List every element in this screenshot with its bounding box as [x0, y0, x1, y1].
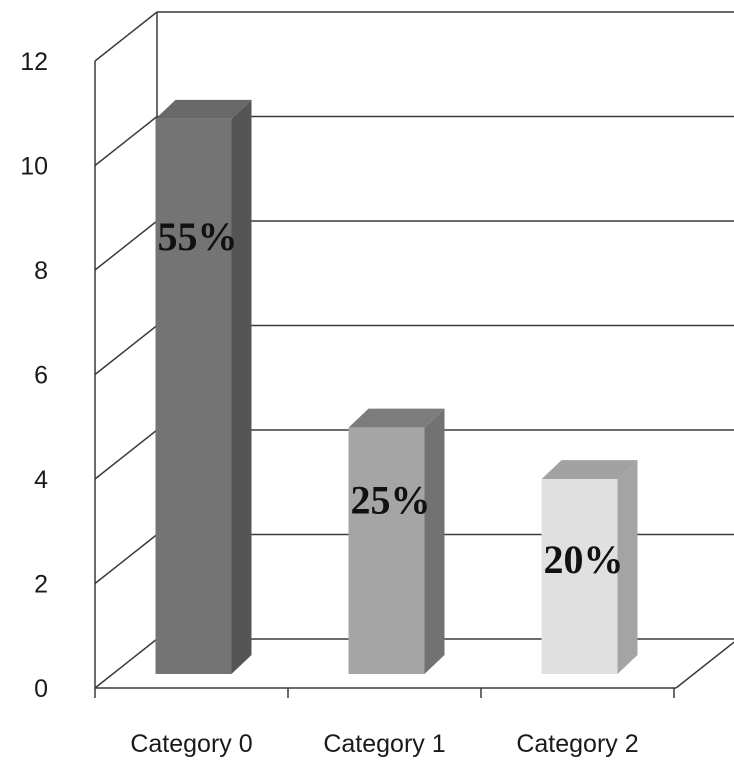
y-tick-label: 12	[20, 48, 48, 76]
x-tick-label: Category 0	[130, 730, 252, 758]
bar-0	[155, 99, 252, 675]
data-label: 20%	[544, 537, 624, 582]
data-label: 55%	[158, 214, 238, 259]
y-tick-label: 4	[34, 466, 48, 494]
gridline-diagonal	[94, 533, 158, 585]
x-tick-label: Category 1	[323, 730, 445, 758]
bar-front	[348, 427, 425, 674]
x-tick-label: Category 2	[516, 730, 638, 758]
gridline-diagonal	[94, 638, 158, 689]
y-tick-label: 0	[34, 675, 48, 703]
gridline-diagonal	[94, 11, 158, 62]
gridline-diagonal	[94, 324, 158, 376]
y-tick-label: 2	[34, 571, 48, 599]
gridlines	[94, 11, 734, 689]
data-label: 25%	[351, 478, 431, 523]
bar-front	[541, 479, 618, 674]
gridline-diagonal	[94, 115, 158, 167]
bar-top	[541, 460, 638, 480]
y-tick-label: 10	[20, 153, 48, 181]
labels: 0 2 4 6 8 10 12 55% Category 0 25% Category 1 20% Ca…	[20, 48, 638, 758]
bar-front	[155, 118, 232, 675]
floor-right-edge	[675, 641, 734, 689]
bar-2	[541, 460, 638, 674]
gridline-diagonal	[94, 429, 158, 480]
bar-side	[231, 99, 252, 675]
bar-top	[155, 99, 252, 119]
y-tick-label: 6	[34, 362, 48, 390]
bar-top	[348, 408, 445, 428]
axes	[94, 61, 734, 698]
bar-side	[617, 460, 638, 674]
y-tick-label: 8	[34, 257, 48, 285]
bar-side	[424, 408, 445, 674]
bars	[155, 99, 638, 675]
bar-1	[348, 408, 445, 674]
gridline-diagonal	[94, 220, 158, 271]
